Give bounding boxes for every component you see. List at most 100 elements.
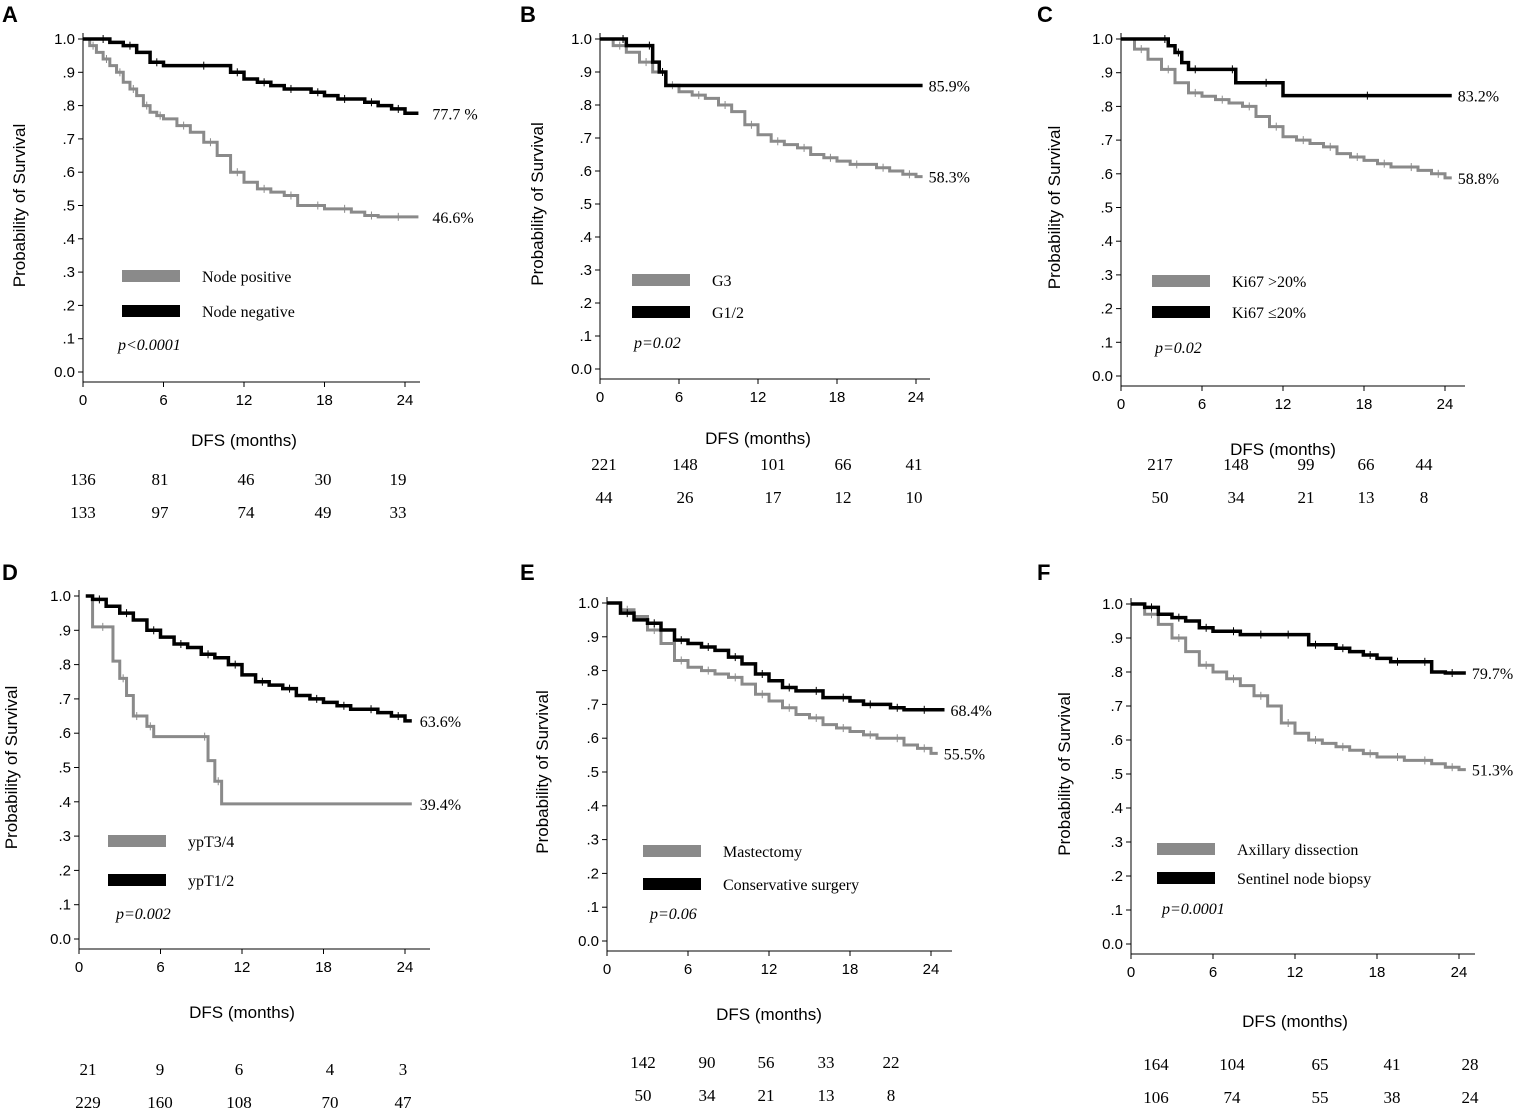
y-tick-label: .4: [1110, 800, 1123, 817]
x-tick-label: 12: [761, 961, 778, 978]
y-tick-label: .8: [58, 657, 71, 674]
y-tick-label: .2: [58, 862, 71, 879]
legend-swatch: [1157, 843, 1215, 855]
risk-count: 217: [1147, 455, 1173, 474]
y-tick-label: .9: [586, 629, 599, 646]
y-tick-label: 0.0: [1092, 368, 1113, 385]
risk-count: 19: [390, 470, 407, 489]
risk-count: 133: [70, 503, 96, 522]
risk-count: 229: [75, 1093, 101, 1112]
legend-label: Ki67 ≤20%: [1232, 305, 1306, 322]
legend-swatch: [1152, 275, 1210, 287]
y-tick-label: .9: [579, 64, 592, 81]
x-tick-label: 24: [923, 961, 940, 978]
risk-count: 8: [1420, 488, 1429, 507]
risk-count: 28: [1462, 1055, 1479, 1074]
y-tick-label: .9: [1100, 65, 1113, 82]
panel-letter: E: [520, 560, 535, 585]
risk-count: 17: [765, 488, 783, 507]
y-tick-label: 0.0: [50, 931, 71, 948]
legend-label: Conservative surgery: [723, 877, 859, 894]
y-axis-title: Probability of Survival: [533, 690, 552, 853]
risk-count: 148: [1223, 455, 1249, 474]
y-tick-label: .8: [579, 97, 592, 114]
y-axis-title: Probability of Survival: [528, 122, 547, 285]
y-tick-label: .2: [1100, 301, 1113, 318]
risk-count: 9: [156, 1060, 165, 1079]
x-tick-label: 0: [75, 959, 83, 976]
km-panel-c: C 0.0 .1 .2 .3 .4 .5 .6 .7 .8 .9 1.0 0 6 12 18 24 Probabi…: [1037, 2, 1499, 507]
y-tick-label: 1.0: [578, 595, 599, 612]
panel-letter: C: [1037, 2, 1053, 27]
y-tick-label: .6: [586, 730, 599, 747]
risk-count: 160: [147, 1093, 173, 1112]
x-tick-label: 24: [1437, 396, 1454, 413]
risk-count: 70: [322, 1093, 339, 1112]
x-tick-label: 18: [842, 961, 859, 978]
y-tick-label: .7: [58, 691, 71, 708]
end-label: 58.3%: [929, 170, 970, 187]
x-tick-label: 24: [397, 392, 414, 409]
legend-swatch: [108, 835, 166, 847]
y-tick-label: .6: [579, 163, 592, 180]
risk-count: 50: [1152, 488, 1169, 507]
legend-swatch: [122, 305, 180, 317]
x-tick-label: 12: [236, 392, 253, 409]
y-tick-label: .1: [579, 328, 592, 345]
p-value: p=0.02: [1154, 340, 1202, 357]
legend-label: Ki67 >20%: [1232, 274, 1306, 291]
end-label: 39.4%: [420, 797, 461, 814]
legend-label: ypT3/4: [188, 834, 234, 851]
risk-count: 21: [1298, 488, 1315, 507]
end-label: 58.8%: [1458, 171, 1499, 188]
y-tick-label: .2: [579, 295, 592, 312]
end-label: 85.9%: [929, 79, 970, 96]
y-tick-label: .4: [586, 798, 599, 815]
risk-count: 44: [1416, 455, 1434, 474]
km-curve-black: [607, 601, 945, 712]
y-tick-label: .2: [1110, 868, 1123, 885]
y-tick-label: .1: [58, 897, 71, 914]
risk-count: 50: [635, 1086, 652, 1105]
risk-count: 66: [1358, 455, 1375, 474]
x-tick-label: 6: [156, 959, 164, 976]
legend-swatch: [1152, 306, 1210, 318]
risk-count: 41: [1384, 1055, 1401, 1074]
y-tick-label: .5: [586, 764, 599, 781]
y-tick-label: .1: [1110, 902, 1123, 919]
y-tick-label: 1.0: [54, 31, 75, 48]
km-panel-f: F 0.0 .1 .2 .3 .4 .5 .6 .7 .8 .9 1.0 0 6 12 18 24 Probabi…: [1037, 560, 1513, 1107]
risk-count: 12: [835, 488, 852, 507]
km-panel-e: E 0.0 .1 .2 .3 .4 .5 .6 .7 .8 .9 1.0 0 6 12 18 24 Probabi…: [520, 560, 992, 1105]
y-tick-label: 0.0: [578, 933, 599, 950]
km-curve-gray: [83, 37, 419, 219]
risk-count: 90: [699, 1053, 716, 1072]
risk-count: 49: [315, 503, 332, 522]
risk-count: 164: [1143, 1055, 1169, 1074]
x-tick-label: 18: [315, 959, 332, 976]
y-tick-label: .6: [62, 164, 75, 181]
end-label: 46.6%: [432, 210, 473, 227]
x-tick-label: 12: [1287, 964, 1304, 981]
y-tick-label: 1.0: [1092, 31, 1113, 48]
risk-count: 81: [152, 470, 169, 489]
y-tick-label: .7: [1110, 698, 1123, 715]
y-tick-label: .9: [62, 64, 75, 81]
legend-swatch: [1157, 872, 1215, 884]
y-tick-label: .5: [58, 760, 71, 777]
x-tick-label: 24: [1451, 964, 1468, 981]
x-tick-label: 0: [1117, 396, 1125, 413]
end-label: 63.6%: [420, 714, 461, 731]
risk-count: 55: [1312, 1088, 1329, 1107]
y-tick-label: .3: [58, 828, 71, 845]
km-curve-gray: [607, 601, 938, 755]
x-tick-label: 12: [1275, 396, 1292, 413]
y-tick-label: .1: [586, 899, 599, 916]
km-curve-gray: [1121, 37, 1452, 180]
panel-letter: F: [1037, 560, 1050, 585]
legend-label: Node negative: [202, 304, 295, 321]
end-label: 68.4%: [951, 703, 992, 720]
y-tick-label: .4: [58, 794, 71, 811]
y-tick-label: .9: [58, 622, 71, 639]
risk-count: 108: [226, 1093, 252, 1112]
